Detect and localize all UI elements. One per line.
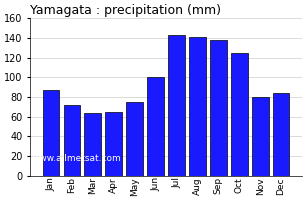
Text: Yamagata : precipitation (mm): Yamagata : precipitation (mm) (30, 4, 221, 17)
Bar (64, 105, 80, 176)
Bar (126, 102, 143, 176)
Bar (231, 53, 248, 176)
Bar (43, 90, 59, 176)
Bar (168, 35, 185, 176)
Bar (252, 97, 269, 176)
Bar (273, 93, 289, 176)
Bar (84, 113, 101, 176)
Text: www.allmetsat.com: www.allmetsat.com (33, 154, 122, 163)
Bar (105, 112, 122, 176)
Bar (189, 37, 206, 176)
Bar (210, 40, 227, 176)
Bar (147, 77, 164, 176)
